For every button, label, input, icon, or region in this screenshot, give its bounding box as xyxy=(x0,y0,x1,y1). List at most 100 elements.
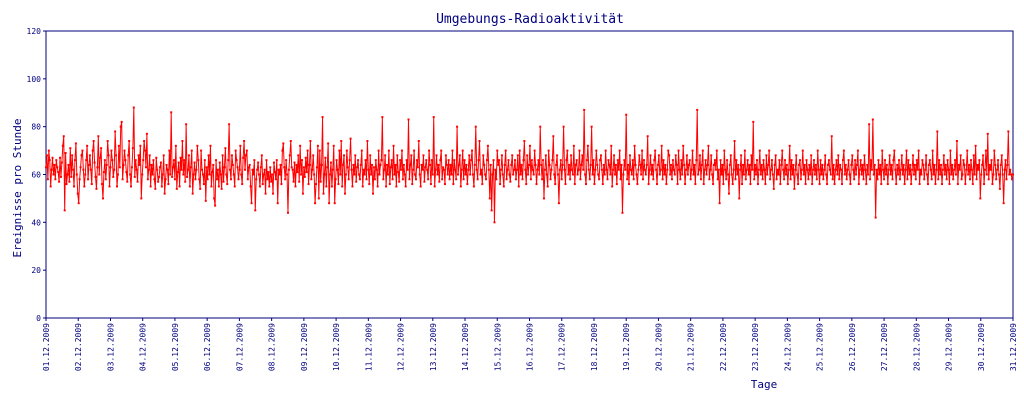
data-point xyxy=(458,154,461,157)
data-point xyxy=(511,154,514,157)
data-point xyxy=(429,183,432,186)
data-point xyxy=(985,173,988,176)
x-tick-label: 24.12.2009 xyxy=(783,323,792,371)
y-tick-label: 120 xyxy=(27,27,42,36)
data-point xyxy=(875,168,878,171)
data-point xyxy=(796,173,799,176)
data-point xyxy=(866,163,869,166)
data-point xyxy=(154,187,157,190)
data-point xyxy=(198,178,201,181)
x-tick-label: 16.12.2009 xyxy=(526,323,535,371)
data-point xyxy=(112,175,115,178)
data-point xyxy=(704,159,707,162)
data-point xyxy=(455,178,458,181)
data-point xyxy=(401,178,404,181)
data-point xyxy=(889,173,892,176)
data-point xyxy=(222,180,225,183)
data-point xyxy=(386,173,389,176)
data-point xyxy=(97,135,100,138)
data-point xyxy=(860,173,863,176)
data-point xyxy=(835,159,838,162)
data-point xyxy=(182,173,185,176)
data-point xyxy=(240,173,243,176)
data-point xyxy=(912,154,915,157)
data-point xyxy=(821,163,824,166)
data-point xyxy=(67,163,70,166)
data-point xyxy=(461,149,464,152)
data-point xyxy=(255,178,258,181)
data-point xyxy=(593,183,596,186)
data-point xyxy=(699,178,702,181)
data-point xyxy=(56,166,59,169)
data-point xyxy=(756,183,759,186)
data-point xyxy=(63,209,66,212)
data-point xyxy=(432,116,435,119)
data-point xyxy=(901,173,904,176)
data-point xyxy=(674,154,677,157)
data-point xyxy=(813,173,816,176)
data-point xyxy=(603,173,606,176)
data-point xyxy=(444,154,447,157)
data-point xyxy=(456,125,459,128)
data-point xyxy=(766,173,769,176)
data-point xyxy=(400,168,403,171)
data-point xyxy=(231,163,234,166)
data-point xyxy=(290,166,293,169)
data-point xyxy=(52,173,55,176)
data-point xyxy=(46,178,49,181)
data-point xyxy=(393,173,396,176)
data-point xyxy=(368,183,371,186)
data-point xyxy=(209,144,212,147)
data-point xyxy=(633,144,636,147)
data-point xyxy=(718,202,721,205)
data-point xyxy=(174,144,177,147)
data-point xyxy=(877,159,880,162)
data-point xyxy=(269,166,272,169)
data-point xyxy=(928,159,931,162)
data-point xyxy=(622,173,625,176)
data-point xyxy=(997,159,1000,162)
data-point xyxy=(983,168,986,171)
y-tick-label: 40 xyxy=(31,218,41,227)
data-point xyxy=(612,168,615,171)
data-point xyxy=(129,173,132,176)
data-point xyxy=(602,163,605,166)
data-point xyxy=(893,149,896,152)
data-point xyxy=(126,180,129,183)
data-point xyxy=(574,163,577,166)
data-point xyxy=(228,123,231,126)
data-point xyxy=(926,173,929,176)
data-point xyxy=(280,183,283,186)
data-point xyxy=(177,161,180,164)
data-point xyxy=(212,163,215,166)
data-point xyxy=(798,159,801,162)
data-point xyxy=(413,149,416,152)
data-point xyxy=(391,178,394,181)
data-point xyxy=(47,149,50,152)
data-point xyxy=(792,163,795,166)
data-point xyxy=(70,175,73,178)
data-point xyxy=(250,202,253,205)
data-point xyxy=(406,168,409,171)
data-point xyxy=(493,221,496,224)
data-point xyxy=(514,159,517,162)
data-point xyxy=(471,173,474,176)
data-point xyxy=(447,159,450,162)
data-point xyxy=(371,163,374,166)
data-point xyxy=(547,149,550,152)
data-point xyxy=(55,159,58,162)
data-point xyxy=(869,159,872,162)
data-point xyxy=(163,192,166,195)
data-point xyxy=(404,185,407,188)
data-point xyxy=(201,173,204,176)
data-point xyxy=(650,173,653,176)
data-point xyxy=(595,149,598,152)
data-point xyxy=(886,183,889,186)
data-point xyxy=(905,149,908,152)
data-point xyxy=(48,159,51,162)
data-point xyxy=(833,183,836,186)
data-point xyxy=(531,168,534,171)
data-point xyxy=(686,173,689,176)
data-point xyxy=(706,163,709,166)
data-point xyxy=(72,168,75,171)
